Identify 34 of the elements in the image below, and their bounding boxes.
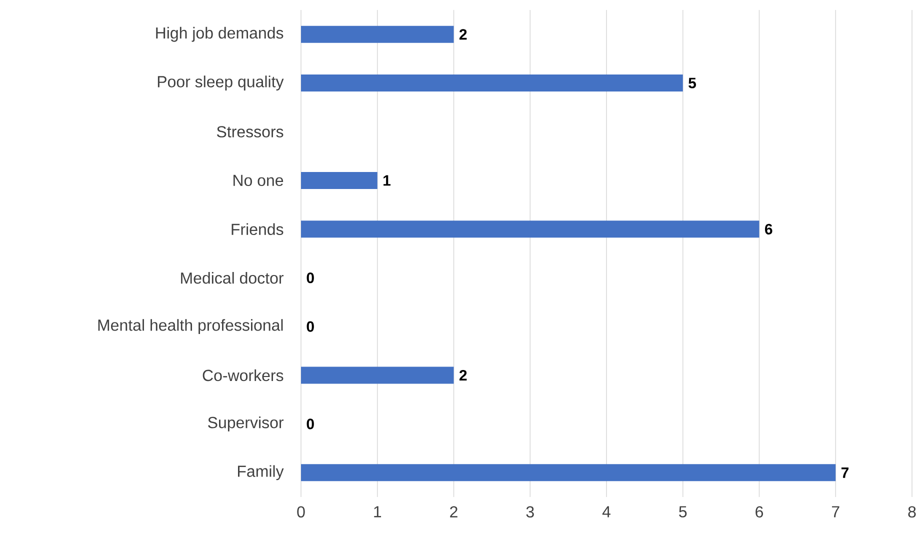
bar [301, 26, 454, 43]
data-label: 0 [306, 418, 314, 430]
data-label: 5 [688, 78, 696, 88]
x-tick-label: 3 [526, 506, 534, 518]
bar [301, 220, 760, 238]
data-label: 2 [459, 370, 467, 380]
y-tick-label: Stressors [216, 126, 284, 138]
bar [301, 366, 454, 384]
y-tick-label: Poor sleep quality [158, 76, 284, 91]
data-label: 1 [384, 175, 390, 186]
x-tick-label: 1 [374, 506, 382, 518]
y-tick-label: Mental health professional [98, 319, 283, 334]
y-tick-label: Supervisor [208, 416, 284, 432]
bar [301, 74, 683, 92]
y-tick-label: High job demands [156, 26, 284, 42]
bar [301, 464, 836, 482]
data-label: 7 [841, 467, 849, 478]
x-tick-label: 5 [679, 506, 687, 518]
x-tick-label: 4 [602, 506, 610, 518]
y-tick-label: Medical doctor [181, 272, 284, 284]
x-tick-label: 2 [450, 506, 458, 518]
data-label: 6 [765, 224, 772, 234]
x-tick-label: 6 [756, 506, 763, 518]
x-tick-label: 7 [832, 506, 840, 518]
bar [301, 172, 378, 189]
y-tick-label: Co-workers [202, 369, 284, 382]
y-tick-label: No one [234, 174, 284, 186]
x-tick-label: 8 [908, 506, 916, 518]
data-label: 2 [459, 29, 467, 40]
data-label: 0 [306, 272, 314, 284]
x-tick-label: 0 [297, 506, 305, 518]
data-label: 0 [306, 321, 314, 332]
y-tick-label: Family [238, 465, 284, 480]
y-tick-label: Friends [232, 223, 284, 236]
